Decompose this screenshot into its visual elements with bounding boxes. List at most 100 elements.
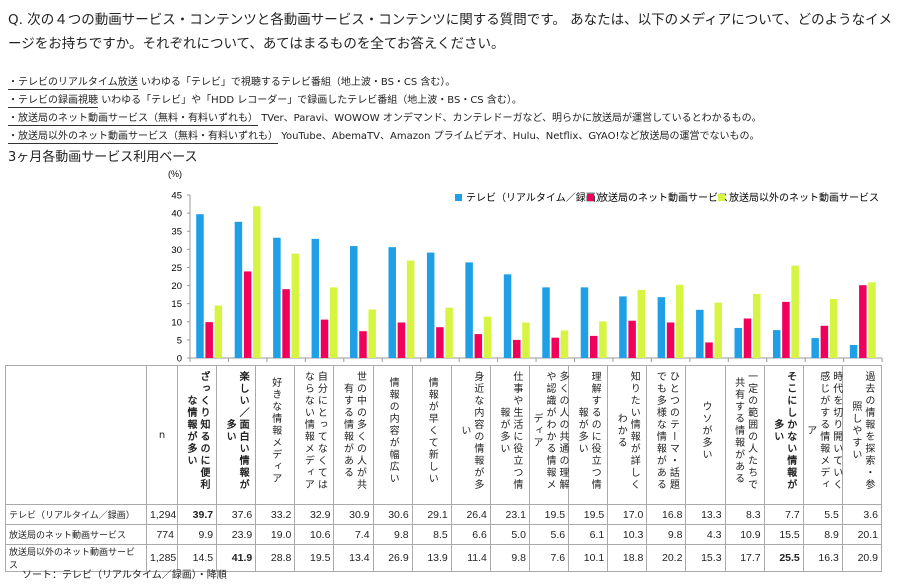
category-header: 情報が早くて新しい [411, 365, 452, 505]
bar-1 [350, 246, 358, 358]
value-cell: 14.5 [176, 544, 218, 572]
value-cell: 17.0 [607, 504, 648, 525]
category-header: 好きな情報メディア [255, 365, 296, 505]
bar-1 [772, 330, 781, 358]
legend-swatch [718, 194, 725, 201]
value-cell: 9.8 [372, 524, 413, 545]
value-cell: 6.1 [568, 524, 609, 545]
value-cell: 18.8 [607, 544, 648, 572]
table-row: テレビ（リアルタイム／録画） 1,294 39.7 37.6 33.2 32.9 30.9 3… [5, 504, 883, 525]
bar-2 [859, 285, 867, 358]
bar-2 [551, 337, 559, 358]
value-cell: 19.5 [294, 544, 335, 572]
value-cell: 20.9 [841, 544, 883, 572]
bar-3 [868, 282, 876, 358]
bar-3 [791, 265, 799, 358]
y-tick-label: 45 [171, 191, 182, 202]
y-tick-label: 25 [171, 263, 182, 274]
y-tick-label: 20 [171, 281, 182, 292]
sort-footnote: ソート：テレビ（リアルタイム／録画）・降順 [22, 570, 227, 581]
value-cell: 19.5 [568, 504, 609, 525]
bar-3 [253, 206, 261, 358]
row-label: 放送局のネット動画サービス [5, 524, 147, 545]
bar-2 [436, 327, 444, 358]
category-header: 情報の内容が幅広い [372, 365, 413, 505]
value-cell: 16.8 [646, 504, 687, 525]
definition-item: ・放送局のネット動画サービス（無料・有料いずれも） TVer、Paravi、WO… [8, 113, 762, 126]
bar-3 [560, 330, 569, 358]
value-cell: 5.5 [802, 504, 843, 525]
category-header: 理解するのに役立つ情報が多い [568, 365, 609, 505]
y-tick-label: 5 [177, 335, 182, 346]
bar-1 [503, 274, 512, 358]
bar-2 [820, 325, 829, 358]
value-cell: 19.0 [255, 524, 296, 545]
value-cell: 23.1 [489, 504, 530, 525]
value-cell: 13.4 [333, 544, 374, 572]
value-cell: 23.9 [216, 524, 257, 545]
bar-2 [474, 334, 483, 358]
value-cell: 39.7 [176, 504, 218, 525]
category-header: 一定の範囲の人たちで共有する情報がある [724, 365, 765, 505]
row-label: テレビ（リアルタイム／録画） [5, 504, 147, 525]
value-cell: 10.6 [294, 524, 335, 545]
category-header: 身近な内容の情報が多い [450, 365, 491, 505]
bar-1 [311, 238, 320, 358]
category-header: 過去の情報を探索・参照しやすい [841, 365, 883, 505]
bar-2 [589, 335, 598, 358]
bar-3 [214, 305, 223, 358]
category-header: ウソが多い [685, 365, 726, 505]
bar-2 [513, 339, 521, 358]
bar-1 [273, 237, 281, 358]
row-label: 放送局以外のネット動画サービス [5, 544, 147, 572]
value-cell: 30.9 [333, 504, 374, 525]
value-cell: 10.3 [607, 524, 648, 545]
legend-swatch [455, 194, 462, 201]
y-tick-label: 40 [171, 209, 182, 220]
value-cell: 19.5 [528, 504, 570, 525]
table-row: 放送局以外のネット動画サービス 1,285 14.5 41.9 28.8 19.5 13.4… [5, 544, 883, 572]
category-header: 多くの人の共通の理解や認識がわかる情報メディア [528, 365, 570, 505]
value-cell: 11.4 [450, 544, 491, 572]
n-value: 1,285 [146, 544, 178, 572]
value-cell: 33.2 [255, 504, 296, 525]
bar-3 [714, 302, 722, 358]
bar-3 [599, 321, 607, 358]
value-cell: 25.5 [763, 544, 804, 572]
value-cell: 30.6 [372, 504, 413, 525]
question-text: Q. 次の４つの動画サービス・コンテンツと各動画サービス・コンテンツに関する質問… [8, 12, 893, 52]
value-cell: 6.6 [450, 524, 491, 545]
bar-chart: (%) 0 5 10 15 20 25 30 35 40 45 テレビ（リアルタイム／録画）放送局のネ… [168, 169, 883, 365]
bar-3 [406, 260, 415, 358]
y-tick-label: 15 [171, 299, 182, 310]
value-cell: 15.3 [685, 544, 726, 572]
value-cell: 8.9 [802, 524, 843, 545]
bar-3 [368, 309, 376, 358]
bar-1 [849, 344, 858, 358]
category-header: 自分にとってなくてはならない情報メディア [294, 365, 335, 505]
category-header: そこにしかない情報が多い [763, 365, 804, 505]
value-cell: 9.9 [176, 524, 218, 545]
value-cell: 10.9 [724, 524, 765, 545]
header-row: n ざっくり知るのに便利な情報が多い 楽しい／面白い情報が多い 好きな情報メディア 自分… [5, 365, 883, 505]
y-tick-label: 30 [171, 245, 182, 256]
bar-3 [445, 307, 453, 358]
value-cell: 16.3 [802, 544, 843, 572]
category-header: 知りたい情報が詳しくわかる [607, 365, 648, 505]
bar-1 [234, 221, 243, 358]
value-cell: 17.7 [724, 544, 765, 572]
bar-1 [657, 297, 666, 358]
y-axis-label: (%) [168, 169, 182, 179]
value-cell: 26.4 [450, 504, 491, 525]
bar-2 [205, 322, 213, 358]
category-header: 時代を切り開いていく感じがする情報メディア [802, 365, 843, 505]
bar-3 [329, 287, 338, 358]
value-cell: 37.6 [216, 504, 257, 525]
category-header: 世の中の多くの人が共有する情報がある [333, 365, 374, 505]
value-cell: 13.9 [411, 544, 452, 572]
bar-2 [705, 342, 713, 358]
bar-2 [628, 320, 636, 358]
category-header: 楽しい／面白い情報が多い [216, 365, 257, 505]
data-table: n ざっくり知るのに便利な情報が多い 楽しい／面白い情報が多い 好きな情報メディア 自分… [5, 365, 883, 572]
subtitle: 3ヶ月各動画サービス利用ベース [8, 150, 198, 165]
